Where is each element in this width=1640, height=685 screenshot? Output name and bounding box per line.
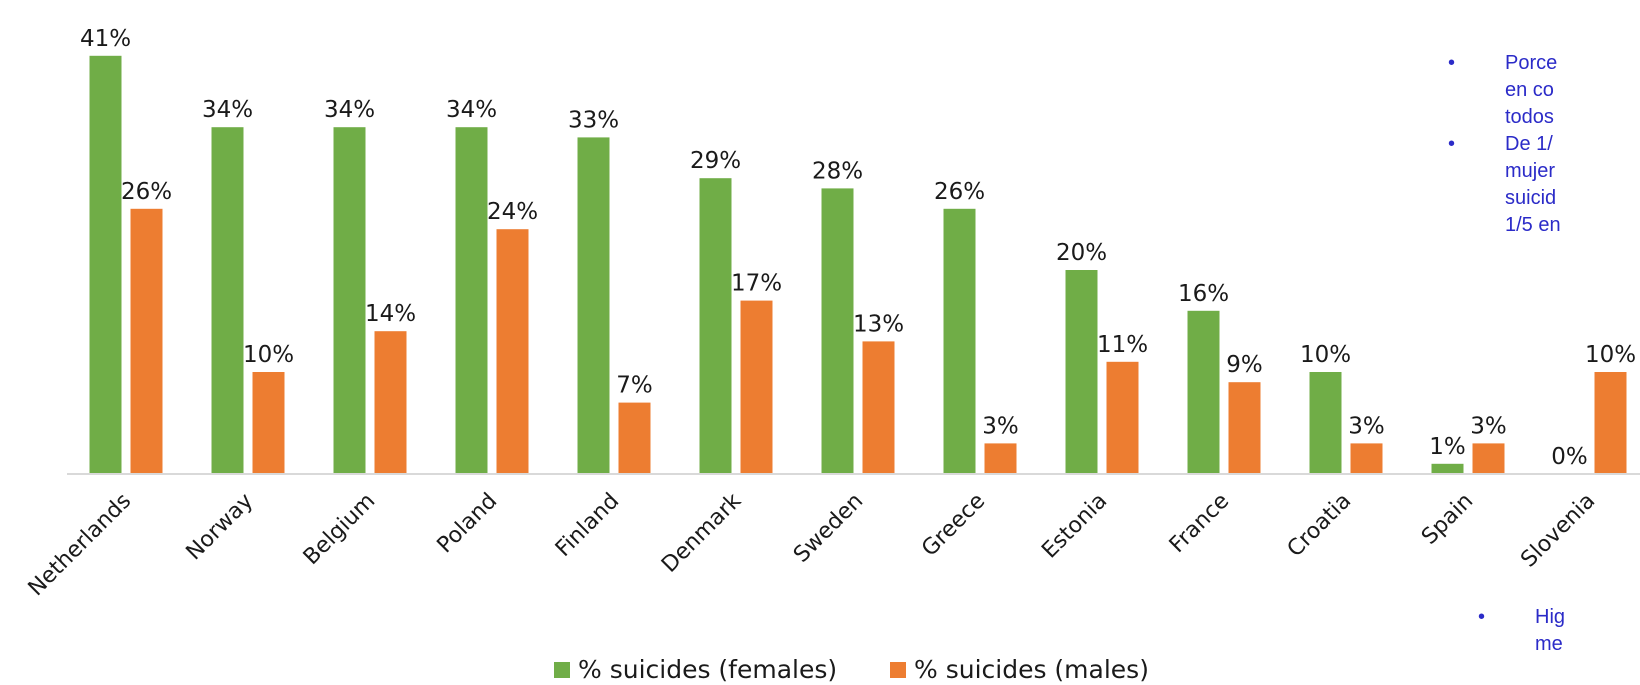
x-tick-norway: Norway bbox=[182, 489, 259, 566]
data-label-females-spain: 1% bbox=[1429, 434, 1466, 460]
x-tick-spain: Spain bbox=[1417, 489, 1478, 550]
bar-females-denmark bbox=[699, 178, 732, 474]
side-note-top: • Porce en co todos • De 1/mujer suicid 1/5 en bbox=[1448, 50, 1640, 270]
side-note-bottom: • Hig me bbox=[1478, 604, 1640, 685]
legend-label-males: % suicides (males) bbox=[914, 655, 1149, 684]
x-tick-labels: Netherlands Norway Belgium Poland Finland Den… bbox=[24, 488, 1601, 601]
bar-males-denmark bbox=[740, 300, 773, 474]
data-label-males-slovenia: 10% bbox=[1585, 342, 1636, 368]
note-text: Porce en co todos bbox=[1505, 50, 1557, 131]
note-line: todos bbox=[1505, 106, 1554, 128]
bar-females-finland bbox=[577, 137, 610, 474]
x-tick-croatia: Croatia bbox=[1283, 489, 1357, 563]
bar-females-france bbox=[1187, 310, 1220, 474]
note-text: Hig me bbox=[1535, 604, 1565, 658]
bar-females-greece bbox=[943, 208, 976, 475]
bar-males-sweden bbox=[862, 341, 895, 474]
bar-males-estonia bbox=[1106, 361, 1139, 474]
bar-females-sweden bbox=[821, 188, 854, 474]
bar-males-france bbox=[1228, 382, 1261, 474]
x-tick-finland: Finland bbox=[551, 489, 624, 562]
bar-males-netherlands bbox=[130, 208, 163, 475]
data-label-females-finland: 33% bbox=[568, 107, 619, 133]
data-label-females-france: 16% bbox=[1178, 281, 1229, 307]
bars-layer bbox=[89, 55, 1627, 475]
data-label-males-norway: 10% bbox=[243, 342, 294, 368]
x-tick-france: France bbox=[1165, 489, 1234, 558]
bar-males-belgium bbox=[374, 331, 407, 474]
bar-females-spain bbox=[1431, 463, 1464, 474]
note-bullet-item: • Hig me bbox=[1478, 604, 1640, 658]
data-label-males-spain: 3% bbox=[1470, 413, 1507, 439]
x-tick-poland: Poland bbox=[433, 489, 503, 559]
bullet-marker: • bbox=[1448, 133, 1456, 155]
note-bullet-item: • De 1/mujer suicid 1/5 en bbox=[1448, 131, 1640, 239]
data-label-females-belgium: 34% bbox=[324, 97, 375, 123]
legend-swatch-males bbox=[890, 662, 906, 678]
note-line: mujer bbox=[1505, 160, 1556, 182]
bar-males-spain bbox=[1472, 443, 1505, 474]
bar-males-norway bbox=[252, 372, 285, 474]
data-label-males-sweden: 13% bbox=[853, 311, 904, 337]
data-label-females-greece: 26% bbox=[934, 179, 985, 205]
legend-label-females: % suicides (females) bbox=[578, 655, 837, 684]
legend: % suicides (females) % suicides (males) bbox=[554, 655, 1149, 684]
note-line: De 1/ bbox=[1505, 133, 1553, 155]
bar-females-belgium bbox=[333, 127, 366, 474]
x-tick-slovenia: Slovenia bbox=[1516, 489, 1600, 573]
x-tick-belgium: Belgium bbox=[299, 489, 380, 570]
note-line: Hig bbox=[1535, 606, 1566, 628]
bar-males-croatia bbox=[1350, 443, 1383, 474]
bullet-marker: • bbox=[1448, 52, 1456, 74]
x-tick-greece: Greece bbox=[917, 489, 990, 562]
x-tick-estonia: Estonia bbox=[1037, 489, 1112, 564]
note-line: 1/5 en bbox=[1505, 214, 1561, 236]
note-line: Porce bbox=[1505, 52, 1558, 74]
data-labels-layer: 41% 26% 34% 10% 34% 14% 34% 24% 33% 7% 29% 17% 28% 13… bbox=[80, 26, 1636, 470]
data-label-males-belgium: 14% bbox=[365, 301, 416, 327]
bar-males-slovenia bbox=[1594, 372, 1627, 474]
bar-females-estonia bbox=[1065, 270, 1098, 474]
bar-females-poland bbox=[455, 127, 488, 474]
note-line: suicid bbox=[1505, 187, 1557, 209]
note-line: en co bbox=[1505, 79, 1554, 101]
data-label-females-netherlands: 41% bbox=[80, 26, 131, 52]
note-bullet-item: • Porce en co todos bbox=[1448, 50, 1640, 131]
x-tick-denmark: Denmark bbox=[657, 488, 746, 577]
data-label-females-croatia: 10% bbox=[1300, 342, 1351, 368]
x-tick-sweden: Sweden bbox=[789, 489, 868, 568]
data-label-males-denmark: 17% bbox=[731, 271, 782, 297]
bar-males-finland bbox=[618, 402, 651, 474]
data-label-females-slovenia: 0% bbox=[1551, 444, 1588, 470]
bar-females-netherlands bbox=[89, 55, 122, 475]
legend-swatch-females bbox=[554, 662, 570, 678]
data-label-males-france: 9% bbox=[1226, 352, 1263, 378]
data-label-females-denmark: 29% bbox=[690, 148, 741, 174]
x-tick-netherlands: Netherlands bbox=[24, 489, 137, 602]
data-label-females-norway: 34% bbox=[202, 97, 253, 123]
data-label-males-greece: 3% bbox=[982, 413, 1019, 439]
bar-females-croatia bbox=[1309, 372, 1342, 474]
data-label-males-croatia: 3% bbox=[1348, 413, 1385, 439]
data-label-males-poland: 24% bbox=[487, 199, 538, 225]
bar-females-norway bbox=[211, 127, 244, 474]
data-label-females-estonia: 20% bbox=[1056, 240, 1107, 266]
note-text: De 1/mujer suicid 1/5 en bbox=[1505, 131, 1561, 239]
data-label-males-estonia: 11% bbox=[1097, 332, 1148, 358]
bar-males-greece bbox=[984, 443, 1017, 474]
bullet-marker: • bbox=[1478, 606, 1486, 628]
bar-males-poland bbox=[496, 229, 529, 474]
data-label-males-netherlands: 26% bbox=[121, 179, 172, 205]
data-label-males-finland: 7% bbox=[616, 373, 653, 399]
note-line: me bbox=[1535, 633, 1563, 655]
data-label-females-poland: 34% bbox=[446, 97, 497, 123]
data-label-females-sweden: 28% bbox=[812, 158, 863, 184]
